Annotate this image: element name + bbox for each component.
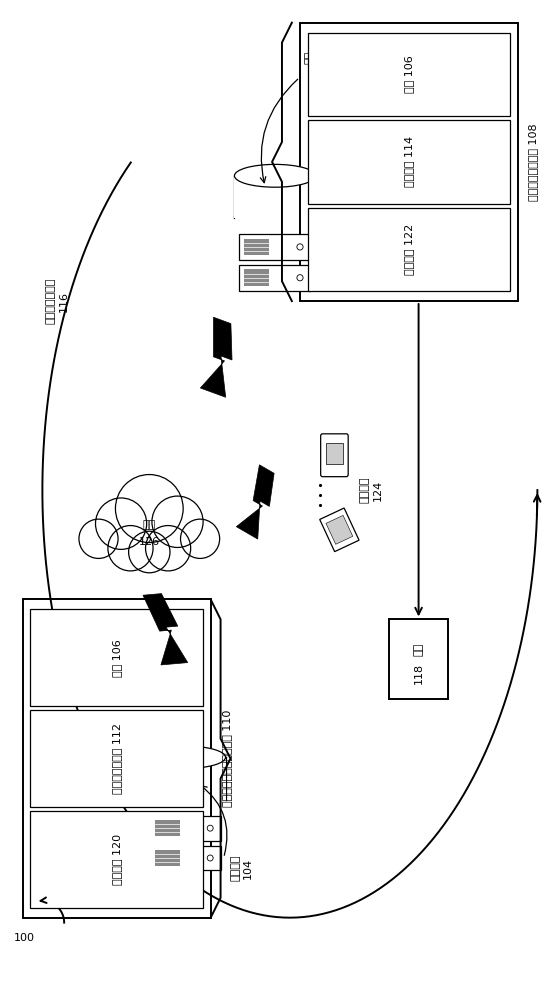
Bar [240,234,311,260]
Text: 网络: 网络 [143,520,156,530]
Bar [31,811,203,908]
Ellipse shape [235,164,316,187]
Text: 客户控制的资源 112: 客户控制的资源 112 [112,723,122,794]
Bar [156,850,180,866]
Bar [307,120,510,204]
Text: 104: 104 [244,857,254,879]
Circle shape [152,496,203,547]
Circle shape [146,526,191,571]
Text: 网络资源 114: 网络资源 114 [404,136,414,187]
Text: 126: 126 [139,537,160,547]
Bar [389,619,448,699]
Circle shape [128,531,170,573]
Text: 客户组织: 客户组织 [230,855,240,881]
Polygon shape [200,317,232,397]
Polygon shape [146,757,226,800]
Text: 服务 106: 服务 106 [112,639,122,677]
Polygon shape [235,176,316,218]
Polygon shape [320,508,359,552]
Text: 客户管理的计算基础设施 110: 客户管理的计算基础设施 110 [221,710,231,807]
Bar [307,208,510,291]
Text: 当前环境 120: 当前环境 120 [112,834,122,885]
Bar [244,239,269,255]
Polygon shape [326,515,353,544]
Bar [244,269,269,286]
Text: 目标环境 122: 目标环境 122 [404,224,414,275]
Bar [326,443,342,464]
Text: 任务: 任务 [414,643,424,656]
Bar [151,846,221,870]
Bar [23,599,211,918]
Ellipse shape [146,746,226,768]
Bar [300,23,518,301]
Text: 提供商: 提供商 [317,48,327,67]
Text: 100: 100 [14,933,35,943]
Bar [31,710,203,807]
Circle shape [181,519,220,558]
Text: 118: 118 [414,662,424,684]
Text: 116: 116 [59,291,69,312]
Circle shape [116,475,183,543]
Bar [307,33,510,116]
Polygon shape [143,594,188,665]
Text: 124: 124 [373,479,383,501]
Polygon shape [236,465,274,539]
Circle shape [108,526,153,571]
Circle shape [79,519,118,558]
FancyBboxPatch shape [321,434,348,477]
Text: 载入参与与会话: 载入参与与会话 [45,278,55,324]
Text: 客户设备: 客户设备 [359,477,369,503]
Circle shape [96,498,147,549]
Bar [151,816,221,841]
Bar [156,820,180,836]
Text: 102: 102 [330,47,340,68]
Text: 服务 106: 服务 106 [404,56,414,93]
Text: 服务: 服务 [305,51,315,64]
Text: 网络计算基础设施 108: 网络计算基础设施 108 [528,123,538,201]
Bar [31,609,203,706]
Bar [240,265,311,291]
